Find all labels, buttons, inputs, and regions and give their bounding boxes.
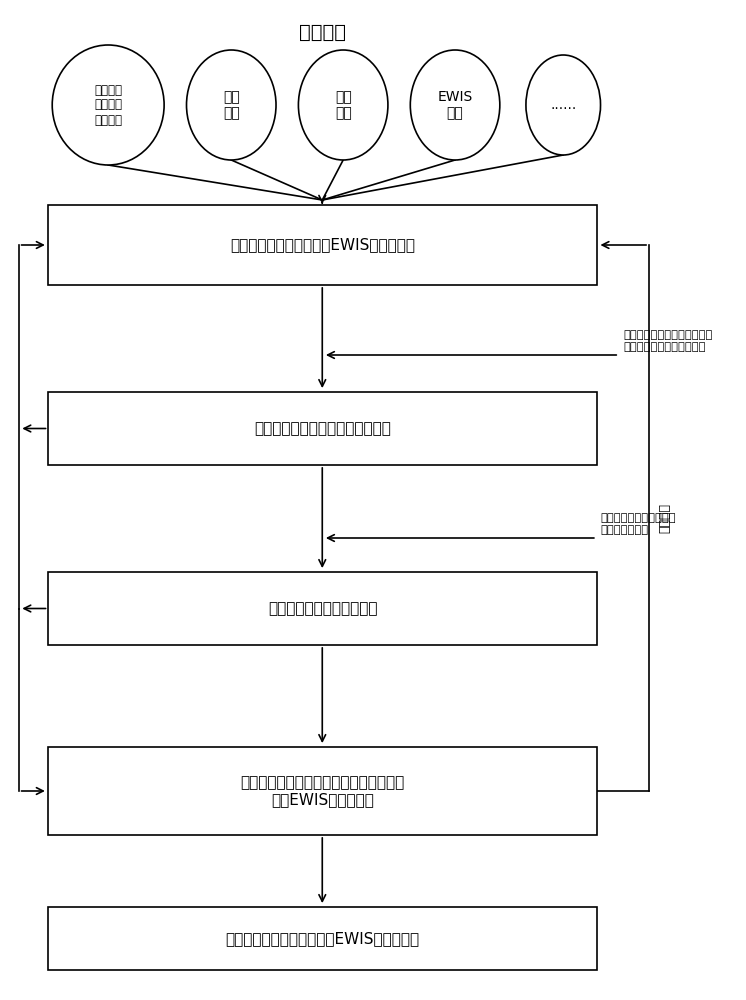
- FancyBboxPatch shape: [48, 747, 597, 835]
- Text: 迭代验证: 迭代验证: [658, 503, 671, 533]
- FancyBboxPatch shape: [48, 205, 597, 285]
- FancyBboxPatch shape: [48, 392, 597, 465]
- Text: 进行参数对比分析，得到比例系数: 进行参数对比分析，得到比例系数: [254, 421, 391, 436]
- Ellipse shape: [410, 50, 500, 160]
- Ellipse shape: [298, 50, 388, 160]
- Text: 根据数据库数据、比例系数、影响系数，
计算EWIS各系统重量: 根据数据库数据、比例系数、影响系数， 计算EWIS各系统重量: [240, 775, 405, 807]
- Text: 飞机
尺寸: 飞机 尺寸: [223, 90, 239, 120]
- Text: ......: ......: [550, 98, 577, 112]
- FancyBboxPatch shape: [48, 572, 597, 645]
- Text: 进行求和计算，估算出飞机EWIS系统总重量: 进行求和计算，估算出飞机EWIS系统总重量: [225, 931, 420, 946]
- Ellipse shape: [52, 45, 164, 165]
- Text: EWIS
数据: EWIS 数据: [437, 90, 473, 120]
- Text: 负载
容量: 负载 容量: [335, 90, 351, 120]
- Text: 飞机布局、元器件数量、
新技术应用、等: 飞机布局、元器件数量、 新技术应用、等: [601, 513, 676, 535]
- Text: 多电飞机
地面集成
验证数据: 多电飞机 地面集成 验证数据: [94, 84, 122, 126]
- Text: 通过常用数据库软件建立EWIS重量数据库: 通过常用数据库软件建立EWIS重量数据库: [231, 237, 415, 252]
- Text: 现有设计参数（飞机尺寸、用
电设备功率、设计方案等）: 现有设计参数（飞机尺寸、用 电设备功率、设计方案等）: [623, 330, 712, 352]
- Text: 已有数据: 已有数据: [298, 22, 346, 41]
- FancyBboxPatch shape: [48, 907, 597, 970]
- Ellipse shape: [186, 50, 276, 160]
- Text: 计算影响系数（加权系数）: 计算影响系数（加权系数）: [268, 601, 377, 616]
- Ellipse shape: [526, 55, 601, 155]
